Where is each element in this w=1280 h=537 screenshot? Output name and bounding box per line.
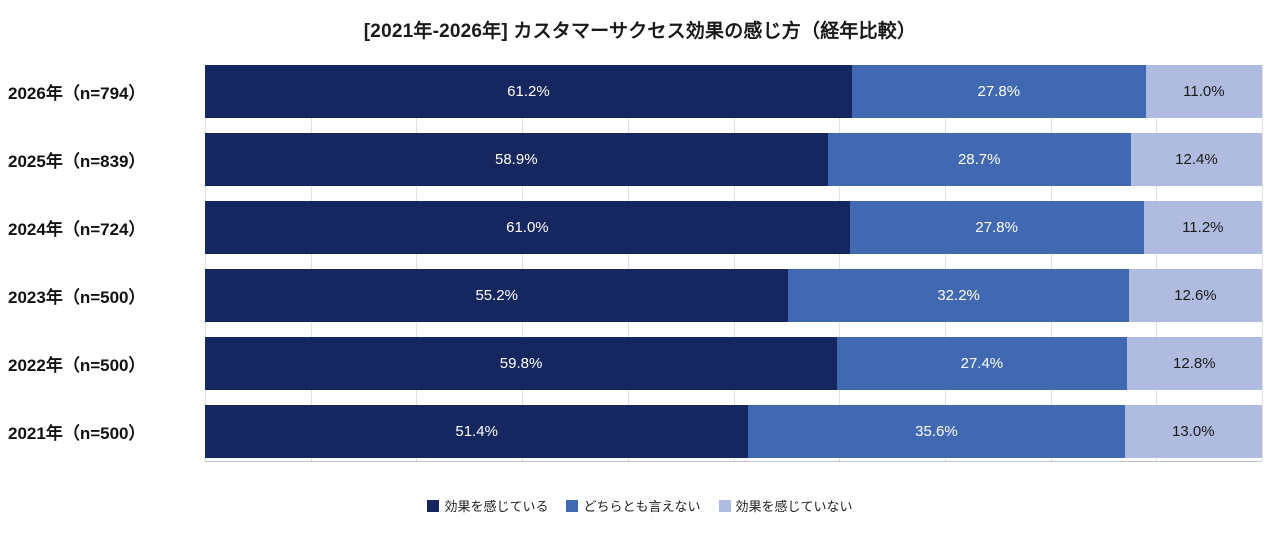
category-label: 2022年（n=500）	[8, 356, 146, 375]
bar-row: 58.9% 28.7% 12.4%	[205, 133, 1262, 186]
gridline	[310, 65, 312, 461]
bar-row: 61.2% 27.8% 11.0%	[205, 65, 1262, 118]
legend-swatch-icon	[566, 499, 579, 512]
bar-segment-negative: 12.6%	[1128, 269, 1262, 322]
legend-swatch-icon	[427, 499, 440, 512]
category-label: 2025年（n=839）	[8, 152, 146, 171]
category-label: 2021年（n=500）	[8, 424, 146, 443]
bar-segment-positive: 61.0%	[205, 201, 850, 254]
gridline	[1262, 65, 1263, 461]
gridline	[944, 65, 946, 461]
bar-segment-neutral: 35.6%	[748, 405, 1125, 458]
gridline	[522, 65, 524, 461]
bar-row: 51.4% 35.6% 13.0%	[205, 405, 1262, 458]
category-label: 2026年（n=794）	[8, 84, 146, 103]
category-label: 2024年（n=724）	[8, 220, 146, 239]
legend-label: どちらとも言えない	[583, 499, 701, 514]
category-label: 2023年（n=500）	[8, 288, 146, 307]
gridline	[205, 65, 206, 461]
bar-segment-neutral: 28.7%	[827, 133, 1131, 186]
chart-figure: [2021年-2026年] カスタマーサクセス効果の感じ方（経年比較） 2026…	[0, 21, 1280, 515]
bar-segment-neutral: 27.4%	[837, 337, 1127, 390]
gridlines	[205, 65, 1263, 461]
legend-item-neutral: どちらとも言えない	[566, 496, 701, 515]
gridline	[1156, 65, 1158, 461]
bar-segment-neutral: 27.8%	[851, 65, 1146, 118]
bar-segment-neutral: 27.8%	[849, 201, 1144, 254]
gridline	[416, 65, 418, 461]
bar-row: 61.0% 27.8% 11.2%	[205, 201, 1262, 254]
bar-row: 59.8% 27.4% 12.8%	[205, 337, 1262, 390]
chart-body: 2026年（n=794） 2025年（n=839） 2024年（n=724） 2023…	[0, 65, 1280, 462]
gridline	[1050, 65, 1052, 461]
category-labels: 2026年（n=794） 2025年（n=839） 2024年（n=724） 2023…	[0, 65, 205, 462]
bar-segment-negative: 12.4%	[1130, 133, 1262, 186]
legend-item-positive: 効果を感じている	[427, 496, 548, 515]
bar-segment-negative: 12.8%	[1126, 337, 1262, 390]
chart-title: [2021年-2026年] カスタマーサクセス効果の感じ方（経年比較）	[363, 21, 917, 42]
bar-segment-negative: 11.0%	[1145, 65, 1262, 118]
bar-segment-neutral: 32.2%	[788, 269, 1129, 322]
bar-segment-positive: 59.8%	[205, 337, 838, 390]
bar-row: 55.2% 32.2% 12.6%	[205, 269, 1262, 322]
bar-segment-positive: 51.4%	[205, 405, 749, 458]
legend-item-negative: 効果を感じていない	[718, 496, 853, 515]
legend-swatch-icon	[718, 499, 731, 512]
gridline	[627, 65, 629, 461]
legend-label: 効果を感じていない	[735, 499, 853, 514]
bar-segment-negative: 11.2%	[1143, 201, 1262, 254]
bar-segment-positive: 55.2%	[205, 269, 789, 322]
bar-segment-positive: 58.9%	[205, 133, 828, 186]
plot-area: 61.2% 27.8% 11.0% 58.9% 28.7% 12.4% 61.0% 27.8%…	[205, 65, 1263, 462]
gridline	[733, 65, 735, 461]
legend: 効果を感じている どちらとも言えない 効果を感じていない	[0, 496, 1280, 515]
bar-segment-positive: 61.2%	[205, 65, 852, 118]
gridline	[839, 65, 841, 461]
legend-label: 効果を感じている	[444, 499, 549, 514]
bar-rows: 61.2% 27.8% 11.0% 58.9% 28.7% 12.4% 61.0% 27.8%…	[205, 65, 1262, 458]
bar-segment-negative: 13.0%	[1124, 405, 1262, 458]
